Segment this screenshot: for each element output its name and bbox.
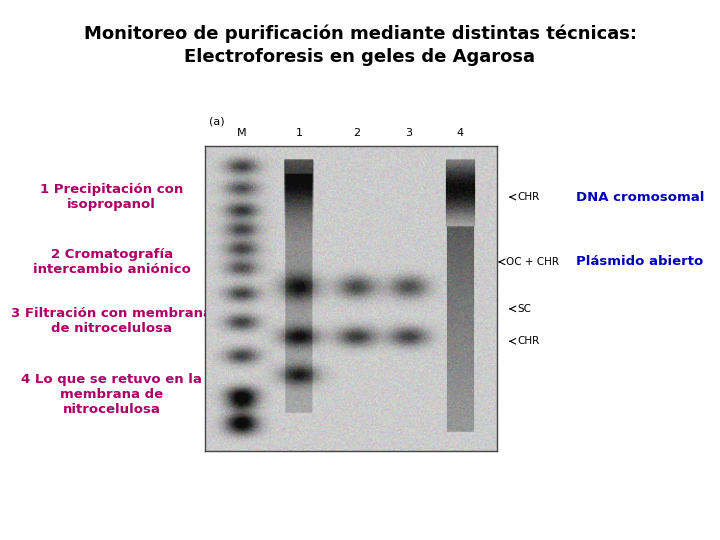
Text: 1 Precipitación con
isopropanol: 1 Precipitación con isopropanol <box>40 183 183 211</box>
Text: (a): (a) <box>210 117 225 127</box>
Text: 2 Cromatografía
intercambio aniónico: 2 Cromatografía intercambio aniónico <box>32 248 191 276</box>
Text: CHR: CHR <box>517 336 539 346</box>
Text: OC + CHR: OC + CHR <box>506 257 559 267</box>
Text: DNA cromosomal: DNA cromosomal <box>576 191 704 204</box>
Text: Plásmido abierto: Plásmido abierto <box>576 255 703 268</box>
Text: 4 Lo que se retuvo en la
membrana de
nitrocelulosa: 4 Lo que se retuvo en la membrana de nit… <box>21 373 202 416</box>
Text: CHR: CHR <box>517 192 539 202</box>
Text: 1: 1 <box>295 128 302 138</box>
Text: SC: SC <box>517 304 531 314</box>
Text: 4: 4 <box>456 128 464 138</box>
Text: 2: 2 <box>353 128 360 138</box>
Text: 3 Filtración con membrana
de nitrocelulosa: 3 Filtración con membrana de nitrocelulo… <box>11 307 212 335</box>
Text: 3: 3 <box>405 128 412 138</box>
Text: Monitoreo de purificación mediante distintas técnicas:
Electroforesis en geles d: Monitoreo de purificación mediante disti… <box>84 24 636 66</box>
Text: M: M <box>237 128 246 138</box>
